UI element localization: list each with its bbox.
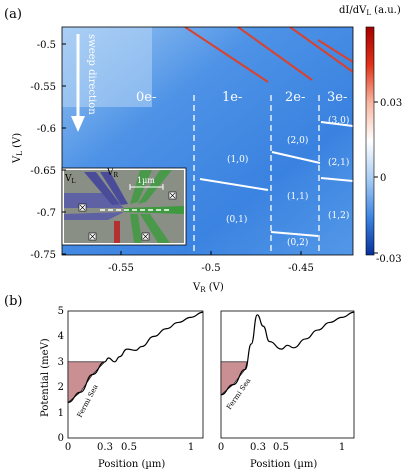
svg-text:-0.03: -0.03 [376,254,402,265]
red-line-3 [317,39,353,63]
potential-plot-left: Fermi Sea 0 1 2 3 4 5 0 0.3 0.5 1 Positi… [58,306,204,470]
svg-text:-0.75: -0.75 [30,250,56,261]
state-1-2: (1,2) [328,210,349,221]
white-line-4 [320,121,353,127]
svg-text:0.3: 0.3 [250,442,266,453]
svg-text:-0.7: -0.7 [37,208,56,219]
potential-plot-right: Fermi Sea 0 0.3 0.5 1 Position (µm) [218,310,355,470]
state-1-0: (1,0) [227,154,248,165]
region-3e: 3e- [327,90,347,105]
white-line-2 [270,231,319,237]
svg-text:1: 1 [58,408,64,419]
potential-curve-left [67,311,204,404]
svg-text:-0.65: -0.65 [30,166,56,177]
red-line-2 [289,27,353,73]
svg-text:0: 0 [58,433,64,444]
svg-text:-0.6: -0.6 [37,124,56,135]
right-xticks: 0 0.3 0.5 1 [218,442,345,453]
svg-text:0: 0 [218,442,224,453]
svg-text:0.03: 0.03 [380,98,402,109]
state-1-1: (1,1) [287,191,308,202]
state-2-0: (2,0) [287,135,308,146]
panel-a-yticks: -0.5 -0.55 -0.6 -0.65 -0.7 -0.75 [30,40,66,261]
white-line-0 [199,178,269,191]
svg-text:5: 5 [58,306,64,317]
panel-a-xticks: -0.55 -0.5 -0.45 [108,251,314,274]
svg-text:0.5: 0.5 [121,442,137,453]
colorbar [365,26,375,256]
state-3-0: (3,0) [328,115,349,126]
panel-a-label: (a) [4,7,22,22]
svg-text:4: 4 [58,331,64,342]
sweep-direction-text: sweep direction [86,34,97,115]
svg-text:-0.55: -0.55 [108,263,134,274]
colorbar-title: dI/dVL (a.u.) [339,5,401,17]
svg-text:0.5: 0.5 [273,442,289,453]
left-yticks: 0 1 2 3 4 5 [58,306,64,444]
svg-text:1: 1 [188,442,194,453]
potential-curve-right [220,311,355,396]
panel-a-ylabel: VL (V) [12,133,24,164]
state-0-2: (0,2) [287,237,308,248]
svg-text:-0.55: -0.55 [30,82,56,93]
svg-text:-0.45: -0.45 [288,263,314,274]
white-line-1 [271,151,321,164]
svg-text:0: 0 [65,442,71,453]
red-line-0 [184,27,269,83]
inset-vl-label: VL [64,174,76,185]
heatmap-frame [61,26,354,256]
device-inset: 1µm VL VR [61,167,187,246]
region-2e: 2e- [285,90,305,105]
left-xlabel: Position (µm) [98,459,165,470]
sweep-arrow [71,34,85,132]
left-xticks: 0 0.3 0.5 1 [65,442,194,453]
red-line-1 [237,27,313,81]
white-line-3 [320,177,353,182]
state-0-1: (0,1) [226,214,247,225]
right-xlabel: Position (µm) [250,459,317,470]
white-transition-lines [199,121,353,237]
scale-bar-label: 1µm [137,176,155,185]
svg-text:1: 1 [339,442,345,453]
svg-text:0.3: 0.3 [97,442,113,453]
panel-b-label: (b) [4,294,22,309]
region-0e: 0e- [136,90,156,105]
svg-text:3: 3 [58,357,64,368]
inset-vr-label: VR [106,168,119,179]
charge-boundary-lines [193,95,320,255]
region-1e: 1e- [222,90,242,105]
state-2-1: (2,1) [328,157,349,168]
svg-text:-0.5: -0.5 [37,40,56,51]
panel-a-xlabel: VR (V) [192,282,224,294]
svg-text:-0.5: -0.5 [201,263,220,274]
colorbar-ticks: 0.03 0 -0.03 [374,98,402,265]
panel-b-ylabel: Potential (meV) [40,338,51,417]
svg-text:0: 0 [380,173,386,184]
red-transition-lines [184,27,353,83]
svg-text:2: 2 [58,382,64,393]
